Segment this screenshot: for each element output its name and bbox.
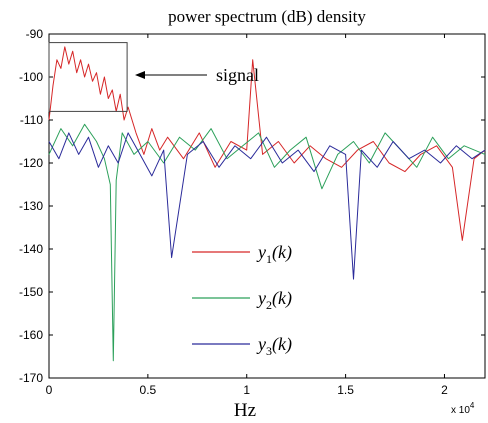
x-axis-multiplier-base: x 10 xyxy=(451,405,470,416)
y-tick-label: -90 xyxy=(26,27,44,41)
x-axis-multiplier: x 104 xyxy=(451,401,475,416)
legend-label-3: y3(k) xyxy=(256,334,292,358)
x-tick-label: 0.5 xyxy=(140,383,157,397)
x-tick-label: 2 xyxy=(441,383,448,397)
y-tick-label: -140 xyxy=(19,242,43,256)
y-tick-label: -120 xyxy=(19,156,43,170)
series-layer xyxy=(48,46,486,362)
signal-annotation-label: signal xyxy=(216,65,259,85)
series-line-3 xyxy=(48,132,486,280)
y-tick-label: -130 xyxy=(19,199,43,213)
y-tick-label: -160 xyxy=(19,328,43,342)
legend-label-1: y1(k) xyxy=(256,242,292,266)
y-tick-label: -110 xyxy=(20,113,43,127)
signal-arrowhead xyxy=(135,71,145,79)
signal-annotation-box xyxy=(48,42,128,112)
y-axis-ticks: -90 -100 -110 -120 -130 -140 -150 -160 -170 xyxy=(19,27,485,385)
legend-label-2: y2(k) xyxy=(256,288,292,312)
x-axis-multiplier-exponent: 4 xyxy=(470,401,475,410)
x-axis-label: Hz xyxy=(234,400,256,421)
x-tick-label: 0 xyxy=(46,383,53,397)
y-tick-label: -170 xyxy=(19,371,43,385)
legend: y1(k) y2(k) y3(k) xyxy=(192,242,292,358)
x-tick-label: 1.5 xyxy=(337,383,354,397)
plot-area xyxy=(48,33,486,379)
y-tick-label: -100 xyxy=(19,70,43,84)
x-tick-label: 1 xyxy=(243,383,250,397)
series-line-1 xyxy=(48,46,486,241)
x-axis-ticks: 0 0.5 1 1.5 2 xyxy=(46,34,448,397)
chart-title: power spectrum (dB) density xyxy=(168,7,366,26)
y-tick-label: -150 xyxy=(19,285,43,299)
